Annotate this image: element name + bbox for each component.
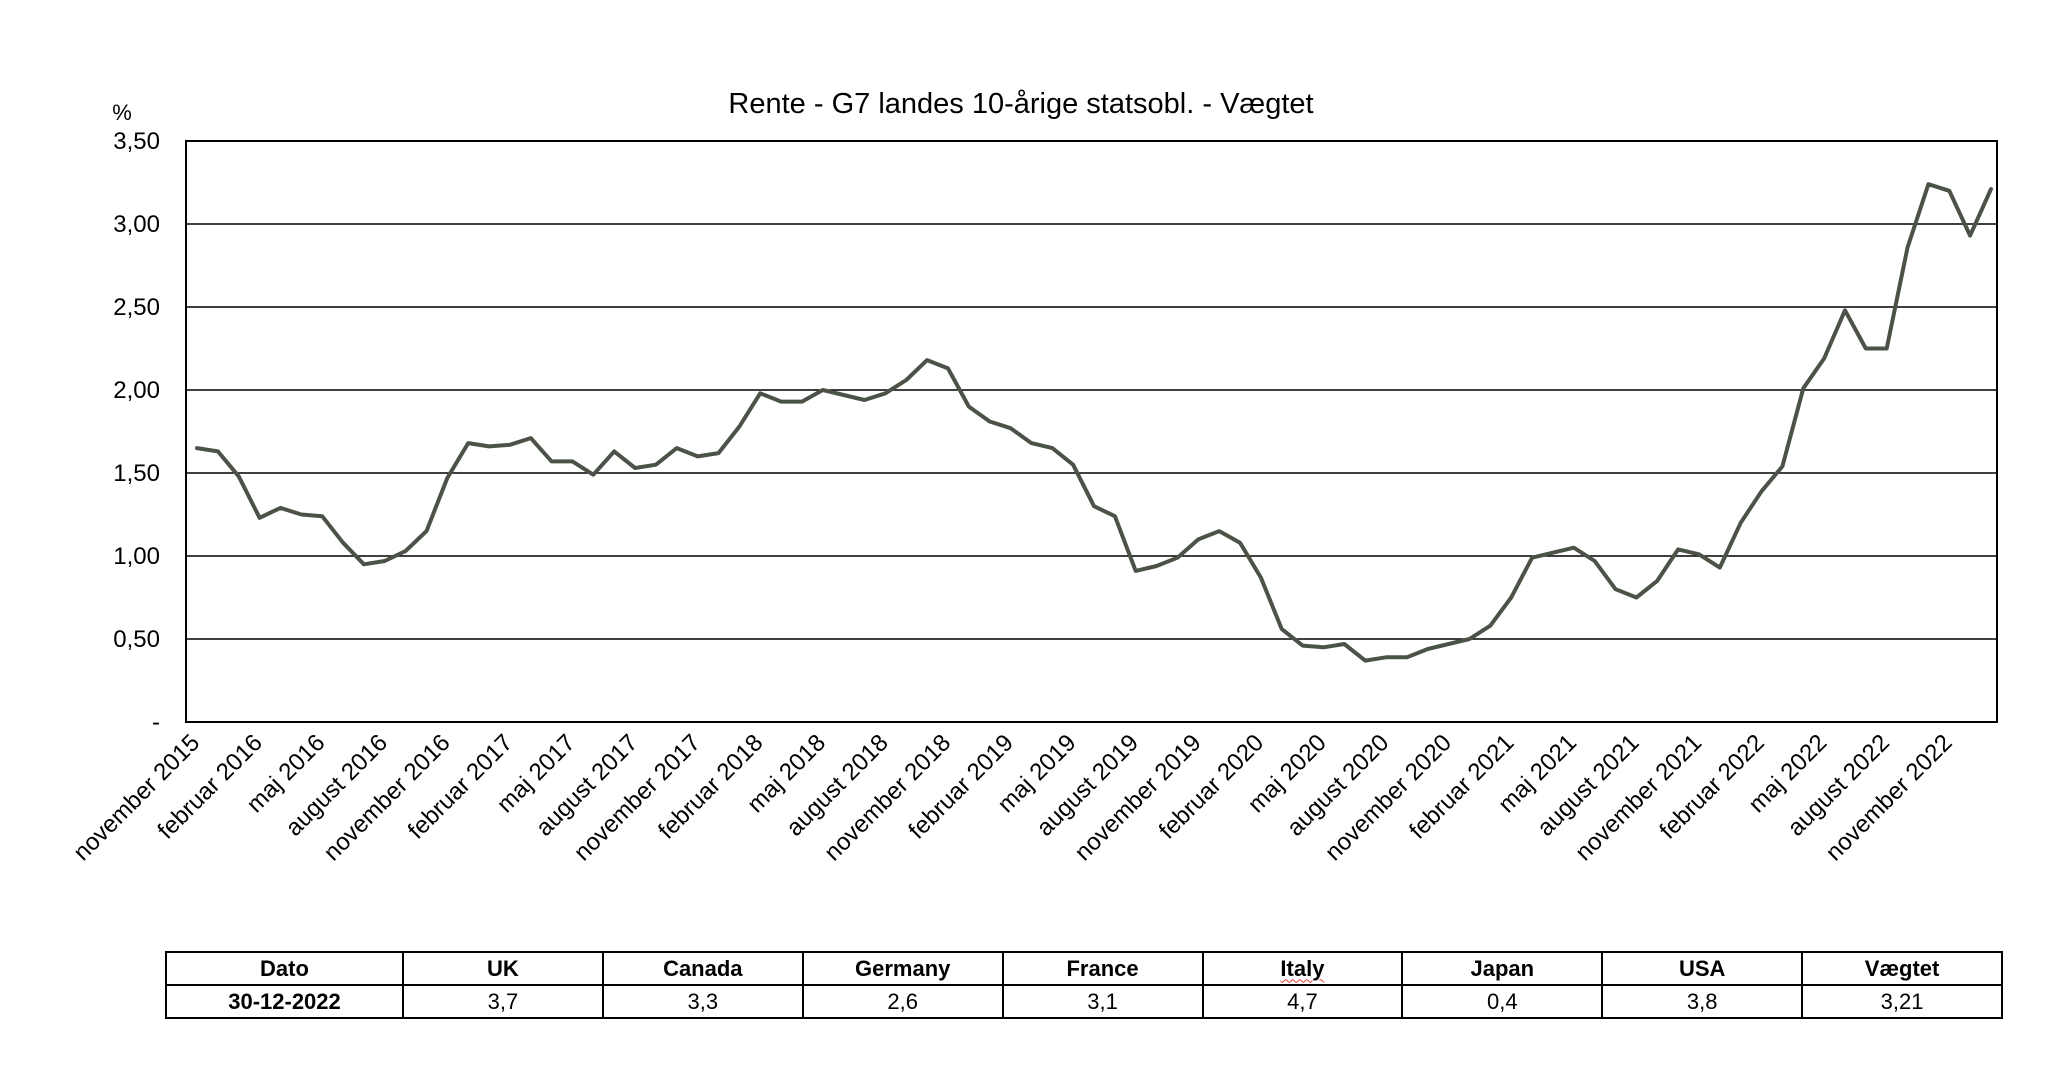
summary-table: Dato UK Canada Germany France Italy Japa… [165, 951, 2003, 1019]
y-tick-label: 3,00 [113, 211, 160, 238]
cell-italy: 4,7 [1201, 984, 1404, 1019]
cell-japan: 0,4 [1401, 984, 1604, 1019]
y-axis-ticks: - 0,50 1,00 1,50 2,00 2,50 3,00 3,50 [113, 128, 160, 736]
y-tick-label: 2,50 [113, 294, 160, 321]
series-line-vaegtet [195, 182, 1993, 663]
header-italy-label: Italy [1280, 955, 1325, 981]
header-japan: Japan [1401, 951, 1604, 986]
plot-area-frame [185, 140, 1998, 723]
header-vaegtet: Vægtet [1801, 951, 2003, 986]
gridlines [186, 223, 1997, 640]
header-uk: UK [402, 951, 604, 986]
header-usa: USA [1601, 951, 1804, 986]
y-tick-label: 3,50 [113, 128, 160, 155]
y-tick-label: 1,50 [113, 460, 160, 487]
header-germany: Germany [801, 951, 1004, 986]
header-dato: Dato [165, 951, 404, 986]
y-tick-label: 0,50 [113, 626, 160, 653]
cell-germany: 2,6 [801, 984, 1004, 1019]
line-chart: Rente - G7 landes 10-årige statsobl. - V… [68, 88, 1998, 866]
header-canada: Canada [601, 951, 804, 986]
cell-canada: 3,3 [601, 984, 804, 1019]
chart-title: Rente - G7 landes 10-årige statsobl. - V… [728, 88, 1313, 120]
header-italy: Italy [1201, 951, 1404, 986]
table-row: 30-12-2022 3,7 3,3 2,6 3,1 4,7 0,4 3,8 3… [165, 984, 2003, 1019]
y-tick-label: - [152, 709, 160, 736]
y-tick-label: 1,00 [113, 543, 160, 570]
cell-france: 3,1 [1001, 984, 1204, 1019]
cell-usa: 3,8 [1601, 984, 1804, 1019]
cell-date: 30-12-2022 [165, 984, 404, 1019]
y-tick-label: 2,00 [113, 377, 160, 404]
y-axis-unit-label: % [112, 100, 132, 125]
series-layer [195, 182, 1993, 663]
header-france: France [1001, 951, 1204, 986]
cell-uk: 3,7 [402, 984, 604, 1019]
cell-vaegtet: 3,21 [1801, 984, 2003, 1019]
table-header-row: Dato UK Canada Germany France Italy Japa… [165, 951, 2003, 986]
